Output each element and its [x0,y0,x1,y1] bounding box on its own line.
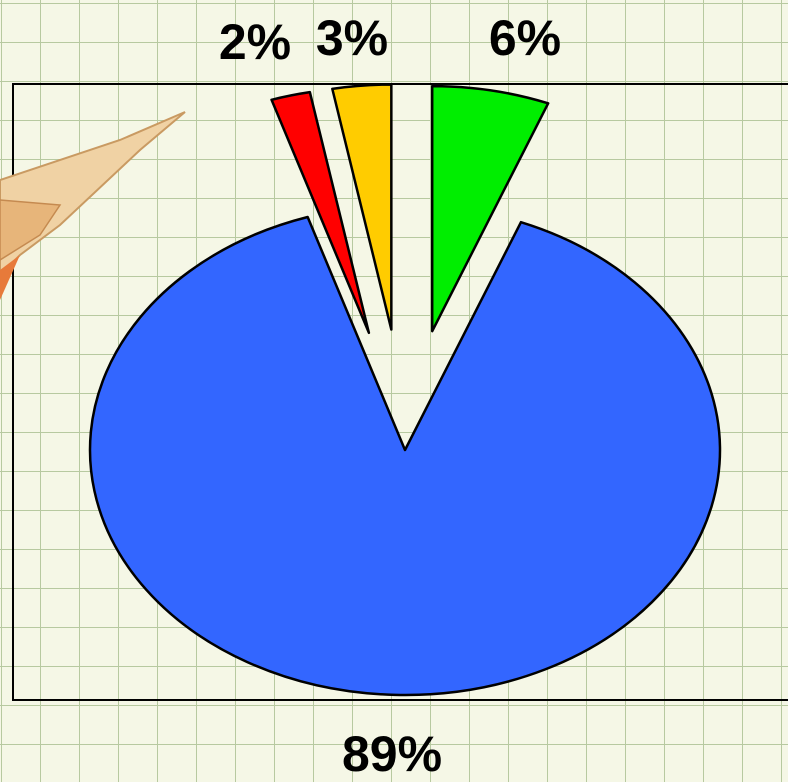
data-label: 2% [219,14,291,70]
data-label: 3% [316,10,388,66]
data-label: 6% [489,10,561,66]
data-label: 89% [342,726,442,782]
chart: 6% 89% 2% 3% [0,0,788,782]
